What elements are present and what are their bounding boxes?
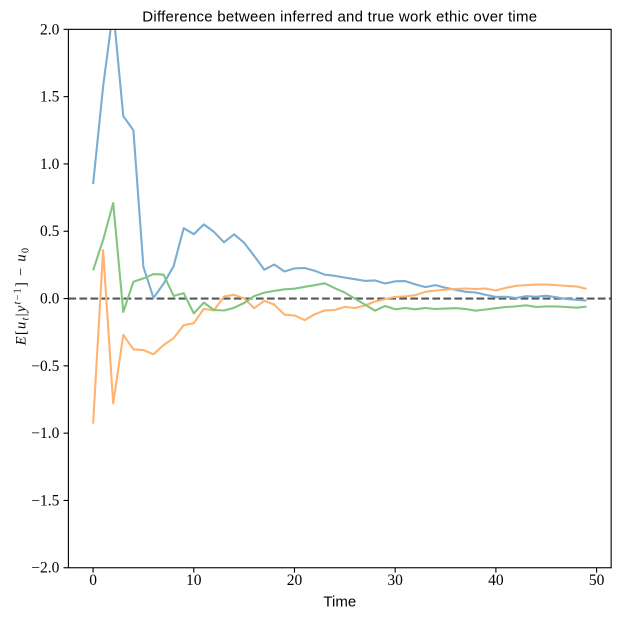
svg-text:10: 10 bbox=[186, 572, 202, 589]
svg-text:1.0: 1.0 bbox=[40, 156, 60, 173]
svg-text:0.0: 0.0 bbox=[40, 290, 60, 307]
svg-text:50: 50 bbox=[589, 572, 605, 589]
svg-text:−1.0: −1.0 bbox=[31, 425, 59, 442]
svg-text:0.5: 0.5 bbox=[40, 223, 60, 240]
svg-text:20: 20 bbox=[287, 572, 303, 589]
svg-text:40: 40 bbox=[488, 572, 504, 589]
svg-text:E[ut|yt−1] − u0: E[ut|yt−1] − u0 bbox=[13, 247, 32, 347]
svg-text:−2.0: −2.0 bbox=[31, 560, 59, 577]
svg-text:−1.5: −1.5 bbox=[31, 492, 59, 509]
svg-text:2.0: 2.0 bbox=[40, 21, 60, 38]
svg-text:−0.5: −0.5 bbox=[31, 358, 59, 375]
svg-text:0: 0 bbox=[89, 572, 97, 589]
svg-text:Time: Time bbox=[323, 593, 356, 610]
svg-text:Difference between inferred an: Difference between inferred and true wor… bbox=[142, 9, 537, 26]
svg-text:1.5: 1.5 bbox=[40, 89, 60, 106]
svg-text:30: 30 bbox=[387, 572, 403, 589]
